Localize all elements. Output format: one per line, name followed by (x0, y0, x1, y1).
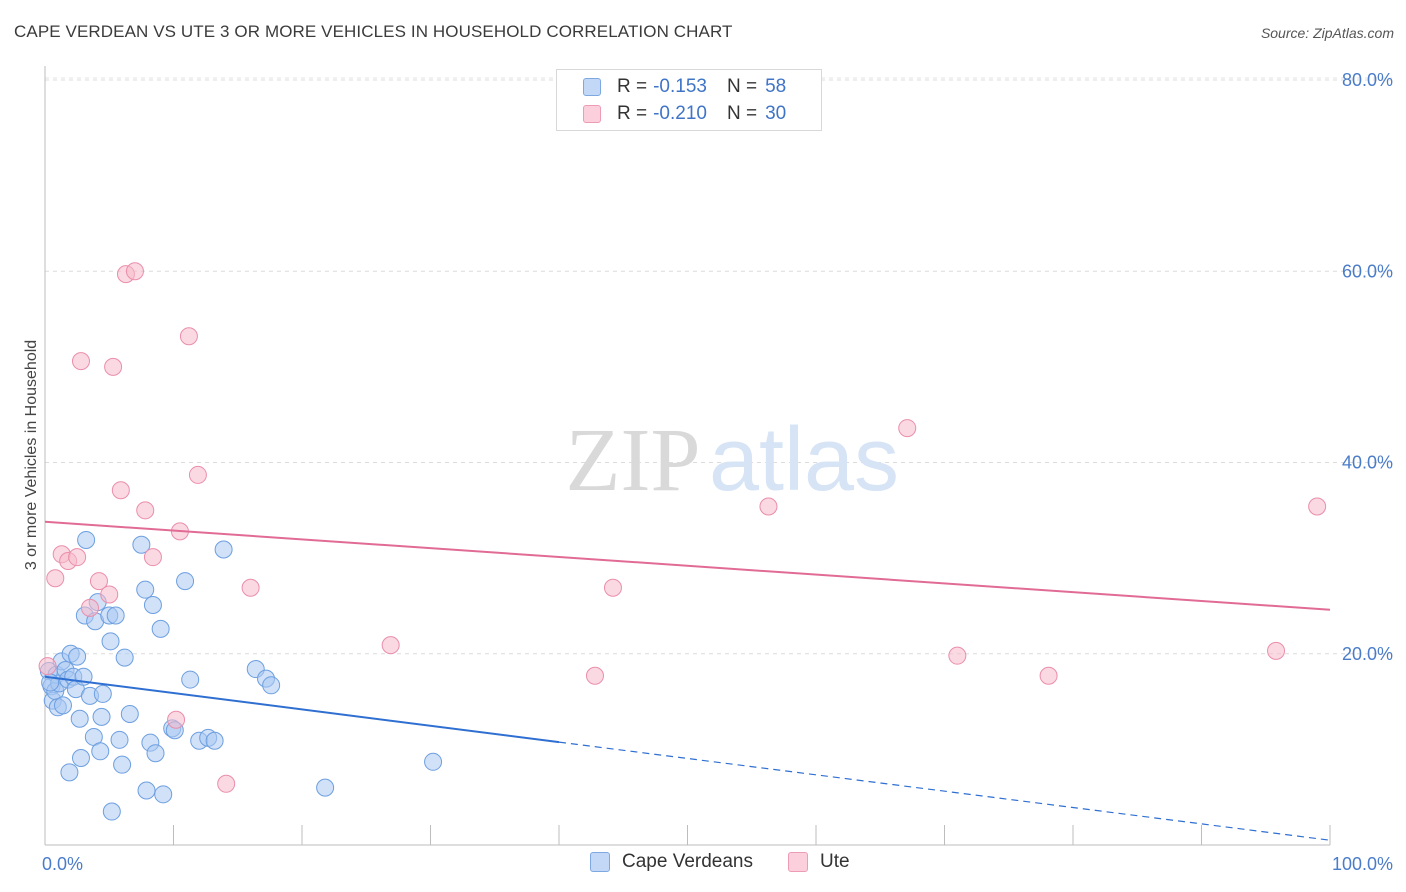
cape-verdean-point (115, 648, 134, 667)
cape-verdean-point (113, 755, 132, 774)
cape-verdean-point (106, 606, 125, 625)
ute-point (241, 578, 260, 597)
legend-swatch-blue (583, 78, 601, 96)
ute-point (898, 419, 917, 438)
ute-point (143, 548, 162, 567)
y-tick-label: 60.0% (1342, 261, 1393, 281)
cape-verdean-point (424, 752, 443, 771)
series-label: Ute (820, 851, 850, 872)
cape-verdean-point (146, 744, 165, 763)
ute-point (100, 585, 119, 604)
cape-verdean-point (136, 580, 155, 599)
cape-verdean-point (151, 619, 170, 638)
cape-verdean-trend-dashed (558, 741, 1331, 841)
cape-verdean-point (53, 696, 72, 715)
watermark-atlas: atlas (709, 410, 899, 510)
ute-point (1308, 497, 1327, 516)
ute-point (179, 327, 198, 346)
x-tick-labels: 0.0% 100.0% (42, 854, 1393, 874)
series-swatch-pink (788, 852, 808, 872)
cape-verdean-point (205, 731, 224, 750)
cape-verdean-point (120, 704, 139, 723)
series-swatch-blue (590, 852, 610, 872)
y-tick-labels: 20.0% 40.0% 60.0% 80.0% (1342, 70, 1393, 664)
ute-point (71, 352, 90, 371)
axes (44, 66, 1331, 846)
cape-verdean-point (92, 707, 111, 726)
watermark-zip: ZIP (566, 411, 701, 510)
ute-trend-solid (44, 520, 1331, 611)
ute-point (136, 501, 155, 520)
series-legend: Cape Verdeans Ute (0, 851, 1406, 877)
series-legend-ute[interactable]: Ute (788, 851, 850, 873)
cape-verdean-point (137, 781, 156, 800)
legend-r-value: -0.210 (653, 103, 707, 124)
y-tick-label: 80.0% (1342, 70, 1393, 90)
ute-point (217, 774, 236, 793)
legend-n-label: N = (726, 103, 758, 124)
legend-row-cape-verdeans: R = -0.153 N = 58 (583, 74, 786, 100)
cape-verdean-point (262, 676, 281, 695)
y-tick-label: 20.0% (1342, 644, 1393, 664)
ute-point (38, 657, 57, 676)
data-points (38, 262, 1327, 821)
legend-r-label: R = (617, 103, 648, 124)
ute-point (89, 572, 108, 591)
ute-point (1267, 641, 1286, 660)
ute-point (603, 578, 622, 597)
cape-verdean-point (316, 778, 335, 797)
ute-point (948, 646, 967, 665)
y-tick-label: 40.0% (1342, 453, 1393, 473)
ute-point (68, 548, 87, 567)
cape-verdean-point (176, 572, 195, 591)
ute-point (381, 636, 400, 655)
cape-verdean-point (214, 540, 233, 559)
cape-verdean-point (143, 595, 162, 614)
ute-point (111, 481, 130, 500)
legend-r-value: -0.153 (653, 76, 707, 97)
x-tick-label: 100.0% (1332, 854, 1393, 874)
ute-point (125, 262, 144, 281)
legend-n-value: 58 (765, 76, 787, 97)
cape-verdean-point (132, 535, 151, 554)
ute-point (759, 497, 778, 516)
series-label: Cape Verdeans (622, 851, 753, 872)
chart-title: CAPE VERDEAN VS UTE 3 OR MORE VEHICLES I… (14, 22, 733, 41)
ute-point (46, 569, 65, 588)
cape-verdean-point (70, 709, 89, 728)
series-legend-cape-verdeans[interactable]: Cape Verdeans (590, 851, 753, 873)
ute-point (80, 598, 99, 617)
cape-verdean-point (77, 530, 96, 549)
cape-verdean-point (181, 670, 200, 689)
cape-verdean-point (102, 802, 121, 821)
cape-verdean-point (60, 763, 79, 782)
ute-point (1039, 666, 1058, 685)
ute-point (167, 710, 186, 729)
correlation-legend: R = -0.153 N = 58 R = -0.210 N = 30 (556, 69, 822, 131)
legend-n-label: N = (726, 76, 758, 97)
cape-verdean-point (68, 647, 87, 666)
cape-verdean-point (91, 742, 110, 761)
legend-row-ute: R = -0.210 N = 30 (583, 101, 786, 127)
legend-swatch-pink (583, 105, 601, 123)
y-axis-title: 3 or more Vehicles in Household (23, 340, 40, 570)
trend-lines (44, 520, 1331, 841)
legend-r-label: R = (617, 76, 648, 97)
cape-verdean-point (93, 684, 112, 703)
cape-verdean-trend-solid (44, 675, 560, 744)
ute-point (585, 666, 604, 685)
source-label: Source: ZipAtlas.com (1260, 25, 1394, 41)
cape-verdean-point (110, 730, 129, 749)
watermark: ZIP atlas (566, 410, 900, 510)
legend-n-value: 30 (765, 103, 787, 124)
x-tick-label: 0.0% (42, 854, 83, 874)
ute-point (188, 465, 207, 484)
cape-verdean-point (154, 785, 173, 804)
ute-point (104, 357, 123, 376)
cape-verdean-point (71, 748, 90, 767)
cape-verdean-point (101, 632, 120, 651)
